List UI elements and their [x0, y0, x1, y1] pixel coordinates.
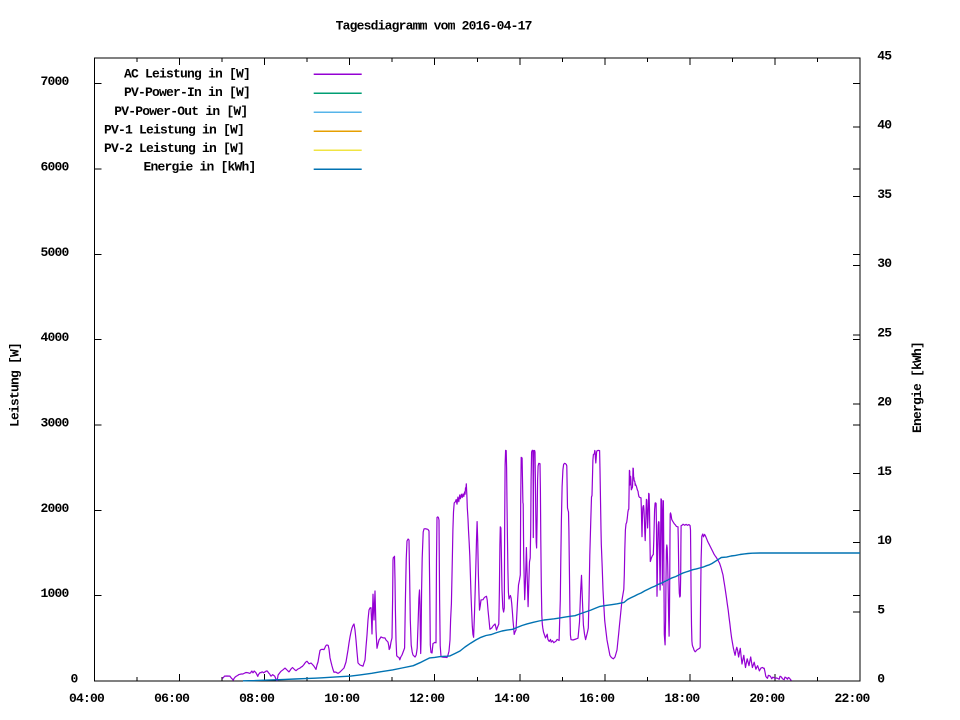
- svg-text:20:00: 20:00: [749, 691, 785, 706]
- svg-text:PV-Power-Out in [W]: PV-Power-Out in [W]: [114, 104, 247, 119]
- svg-text:5: 5: [877, 602, 885, 617]
- svg-text:1000: 1000: [40, 586, 69, 601]
- svg-text:10:00: 10:00: [324, 691, 360, 706]
- svg-text:0: 0: [70, 672, 78, 687]
- svg-text:Energie [kWh]: Energie [kWh]: [910, 342, 925, 433]
- svg-text:08:00: 08:00: [239, 691, 275, 706]
- svg-text:PV-1 Leistung in [W]: PV-1 Leistung in [W]: [104, 122, 244, 137]
- svg-text:PV-2 Leistung in [W]: PV-2 Leistung in [W]: [104, 141, 244, 156]
- svg-text:10: 10: [877, 533, 892, 548]
- svg-text:12:00: 12:00: [409, 691, 445, 706]
- svg-text:30: 30: [877, 256, 892, 271]
- svg-text:40: 40: [877, 118, 892, 133]
- svg-text:7000: 7000: [40, 74, 69, 89]
- svg-text:35: 35: [877, 187, 892, 202]
- svg-text:5000: 5000: [40, 245, 69, 260]
- svg-text:0: 0: [877, 672, 885, 687]
- svg-text:2000: 2000: [40, 501, 69, 516]
- svg-text:3000: 3000: [40, 416, 69, 431]
- svg-text:Tagesdiagramm vom 2016-04-17: Tagesdiagramm vom 2016-04-17: [336, 19, 532, 34]
- svg-text:22:00: 22:00: [834, 691, 870, 706]
- svg-text:06:00: 06:00: [154, 691, 190, 706]
- svg-text:04:00: 04:00: [69, 691, 105, 706]
- svg-text:6000: 6000: [40, 160, 69, 175]
- svg-text:14:00: 14:00: [494, 691, 530, 706]
- svg-text:25: 25: [877, 325, 892, 340]
- svg-text:PV-Power-In in [W]: PV-Power-In in [W]: [124, 85, 250, 100]
- svg-text:Leistung [W]: Leistung [W]: [8, 343, 23, 427]
- svg-text:16:00: 16:00: [579, 691, 615, 706]
- svg-text:45: 45: [877, 49, 892, 64]
- svg-text:20: 20: [877, 395, 892, 410]
- svg-text:18:00: 18:00: [664, 691, 700, 706]
- svg-text:15: 15: [877, 464, 892, 479]
- svg-text:4000: 4000: [40, 330, 69, 345]
- svg-text:Energie in [kWh]: Energie in [kWh]: [144, 160, 256, 175]
- svg-text:AC Leistung in [W]: AC Leistung in [W]: [124, 66, 250, 81]
